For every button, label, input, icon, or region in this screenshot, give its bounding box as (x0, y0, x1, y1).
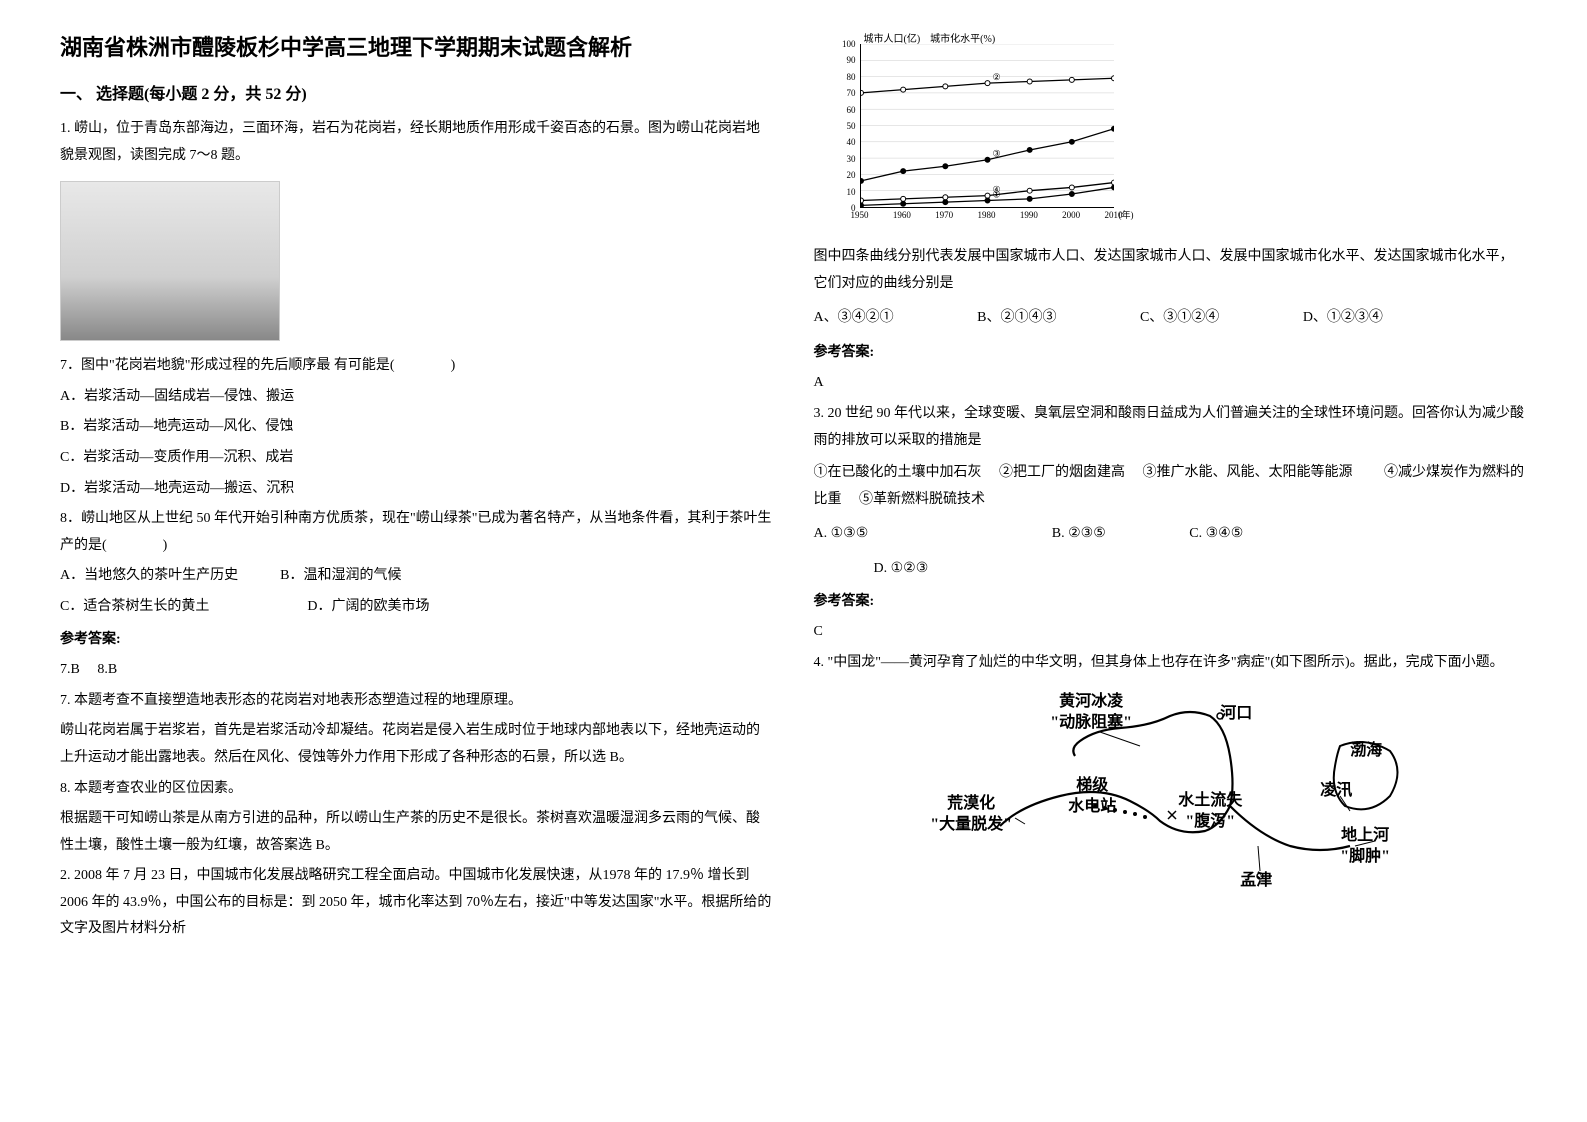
q7-option-c: C．岩浆活动—变质作用—沉积、成岩 (60, 445, 774, 472)
q7-option-b: B．岩浆活动—地壳运动—风化、侵蚀 (60, 414, 774, 441)
svg-text:③: ③ (992, 149, 1000, 159)
urbanization-chart: 城市人口(亿) 城市化水平(%) ①②③④ (年) 01020304050607… (834, 30, 1114, 230)
landscape-image (60, 181, 280, 341)
explain8-text: 根据题干可知崂山茶是从南方引进的品种，所以崂山生产茶的历史不是很长。茶树喜欢温暖… (60, 806, 774, 859)
section-heading: 一、 选择题(每小题 2 分，共 52 分) (60, 80, 774, 104)
q2-options: A、③④②① B、②①④③ C、③①②④ D、①②③④ (814, 305, 1528, 332)
svg-text:②: ② (992, 72, 1000, 82)
q3-options: A. ①③⑤ B. ②③⑤ C. ③④⑤ (814, 521, 1528, 548)
q1-intro: 1. 崂山，位于青岛东部海边，三面环海，岩石为花岗岩，经长期地质作用形成千姿百态… (60, 116, 774, 169)
q4-intro: 4. "中国龙"——黄河孕育了灿烂的中华文明，但其身体上也存在许多"病症"(如下… (814, 650, 1528, 677)
q8-options-cd: C．适合茶树生长的黄土 D．广阔的欧美市场 (60, 594, 774, 621)
q2-text: 图中四条曲线分别代表发展中国家城市人口、发达国家城市人口、发展中国家城市化水平、… (814, 244, 1528, 297)
q78-answer: 7.B 8.B (60, 657, 774, 684)
q7-text: 7．图中"花岗岩地貌"形成过程的先后顺序最 有可能是( ) (60, 353, 774, 380)
answer-label-2: 参考答案: (814, 340, 1528, 367)
explain7-text: 崂山花岗岩属于岩浆岩，首先是岩浆活动冷却凝结。花岗岩是侵入岩生成时位于地球内部地… (60, 718, 774, 771)
page-title: 湖南省株洲市醴陵板杉中学高三地理下学期期末试题含解析 (60, 30, 774, 62)
q3-item-options: ①在已酸化的土壤中加石灰 ②把工厂的烟囱建高 ③推广水能、风能、太阳能等能源 ④… (814, 460, 1528, 513)
q3-option-d: D. ①②③ (874, 556, 1528, 583)
q2-intro: 2. 2008 年 7 月 23 日，中国城市化发展战略研究工程全面启动。中国城… (60, 863, 774, 943)
explain7-title: 7. 本题考查不直接塑造地表形态的花岗岩对地表形态塑造过程的地理原理。 (60, 688, 774, 715)
q8-options-ab: A．当地悠久的茶叶生产历史 B．温和湿润的气候 (60, 563, 774, 590)
answer-label: 参考答案: (60, 627, 774, 654)
q3-answer: C (814, 619, 1528, 646)
q8-text: 8．崂山地区从上世纪 50 年代开始引种南方优质茶，现在"崂山绿茶"已成为著名特… (60, 506, 774, 559)
answer-label-3: 参考答案: (814, 589, 1528, 616)
explain8-title: 8. 本题考查农业的区位因素。 (60, 776, 774, 803)
q7-option-d: D．岩浆活动—地壳运动—搬运、沉积 (60, 476, 774, 503)
q3-intro: 3. 20 世纪 90 年代以来，全球变暖、臭氧层空洞和酸雨日益成为人们普遍关注… (814, 401, 1528, 454)
q7-option-a: A．岩浆活动—固结成岩—侵蚀、搬运 (60, 384, 774, 411)
q2-answer: A (814, 370, 1528, 397)
yellow-river-diagram: 黄河冰凌"动脉阻塞"河口渤海凌汛荒漠化"大量脱发"梯级水电站水土流失"腹泻"地上… (920, 686, 1420, 906)
svg-text:④: ④ (992, 185, 1000, 195)
